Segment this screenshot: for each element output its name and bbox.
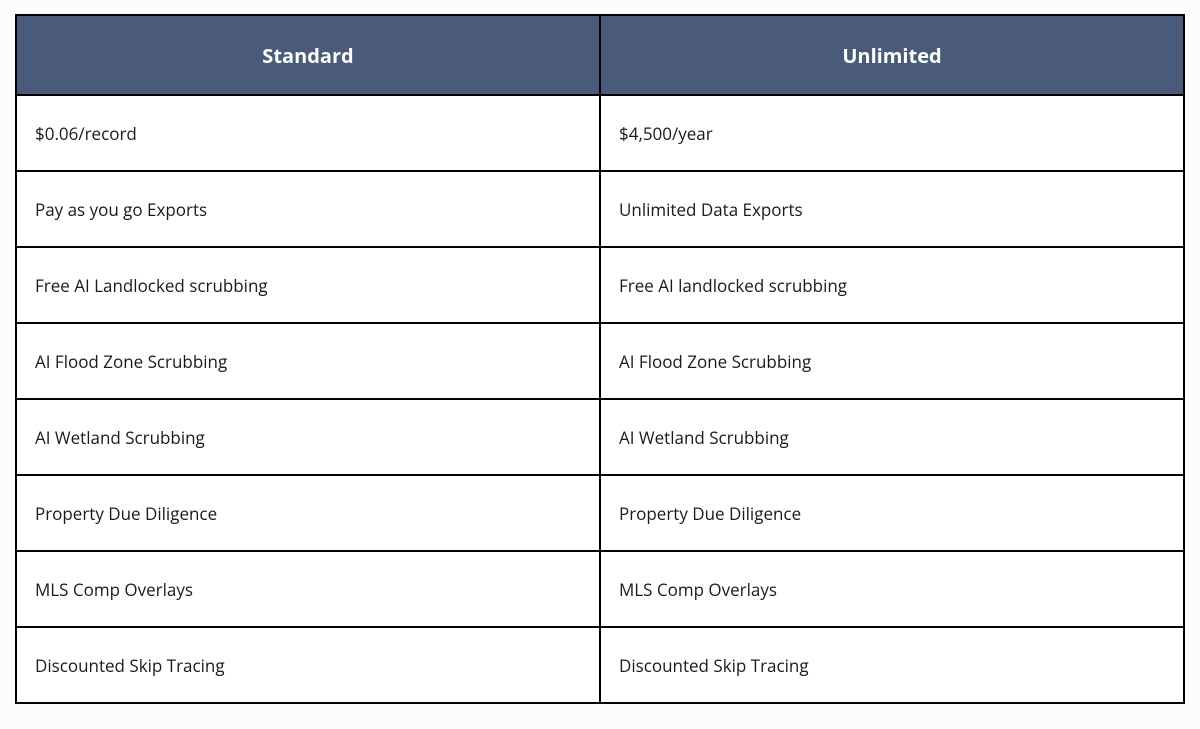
cell-standard: AI Wetland Scrubbing <box>16 399 600 475</box>
cell-standard: Property Due Diligence <box>16 475 600 551</box>
cell-unlimited: Free AI landlocked scrubbing <box>600 247 1184 323</box>
table-row: AI Flood Zone Scrubbing AI Flood Zone Sc… <box>16 323 1184 399</box>
cell-standard: $0.06/record <box>16 95 600 171</box>
cell-unlimited: $4,500/year <box>600 95 1184 171</box>
cell-unlimited: AI Flood Zone Scrubbing <box>600 323 1184 399</box>
cell-unlimited: Property Due Diligence <box>600 475 1184 551</box>
cell-unlimited: Discounted Skip Tracing <box>600 627 1184 703</box>
table-row: Property Due Diligence Property Due Dili… <box>16 475 1184 551</box>
column-header-standard: Standard <box>16 15 600 95</box>
column-header-unlimited: Unlimited <box>600 15 1184 95</box>
cell-standard: Discounted Skip Tracing <box>16 627 600 703</box>
pricing-comparison-table: Standard Unlimited $0.06/record $4,500/y… <box>15 14 1185 704</box>
cell-unlimited: AI Wetland Scrubbing <box>600 399 1184 475</box>
cell-unlimited: MLS Comp Overlays <box>600 551 1184 627</box>
cell-standard: Pay as you go Exports <box>16 171 600 247</box>
cell-standard: AI Flood Zone Scrubbing <box>16 323 600 399</box>
table-row: $0.06/record $4,500/year <box>16 95 1184 171</box>
cell-standard: Free AI Landlocked scrubbing <box>16 247 600 323</box>
table-row: Discounted Skip Tracing Discounted Skip … <box>16 627 1184 703</box>
table-row: Pay as you go Exports Unlimited Data Exp… <box>16 171 1184 247</box>
table-row: AI Wetland Scrubbing AI Wetland Scrubbin… <box>16 399 1184 475</box>
table-row: MLS Comp Overlays MLS Comp Overlays <box>16 551 1184 627</box>
cell-unlimited: Unlimited Data Exports <box>600 171 1184 247</box>
cell-standard: MLS Comp Overlays <box>16 551 600 627</box>
table-row: Free AI Landlocked scrubbing Free AI lan… <box>16 247 1184 323</box>
table-header-row: Standard Unlimited <box>16 15 1184 95</box>
